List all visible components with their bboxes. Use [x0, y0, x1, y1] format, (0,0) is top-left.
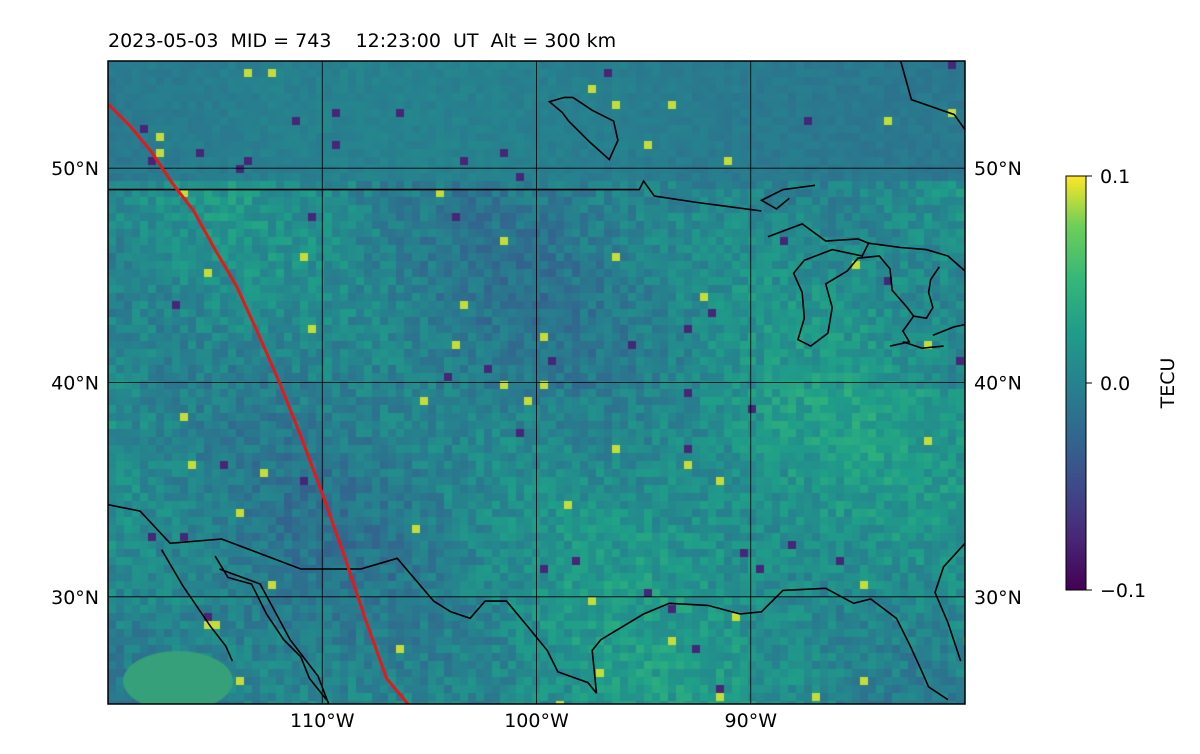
coastline [108, 179, 762, 212]
y-tick-label-left: 40°N [51, 373, 99, 395]
coastline [868, 242, 965, 272]
colorbar-tick-label: 0.0 [1100, 373, 1130, 395]
coastline [934, 542, 965, 662]
y-tick-label-right: 40°N [974, 373, 1022, 395]
coastline [214, 555, 328, 701]
title-time: 12:23:00 UT [355, 30, 479, 52]
coastline [108, 503, 598, 694]
coastline [899, 61, 965, 131]
coastlines [108, 61, 965, 704]
coastline [160, 549, 234, 662]
colorbar-tick-label: −0.1 [1100, 580, 1146, 602]
colorbar [1065, 175, 1087, 591]
coastline [889, 266, 940, 347]
coastline [547, 96, 619, 161]
x-tick-label: 110°W [290, 710, 355, 732]
coastline [902, 341, 944, 350]
coastline [591, 587, 949, 701]
y-tick-label-right: 30°N [974, 587, 1022, 609]
terminator-line [108, 102, 410, 704]
y-tick-label-right: 50°N [974, 158, 1022, 180]
coastline [767, 222, 915, 348]
axis-ticks: 110°W 100°W 90°W 30°N 30°N 40°N 40°N 50°N 50°N [51, 158, 1022, 732]
colorbar-tick-label: 0.1 [1100, 166, 1130, 188]
title-date: 2023-05-03 [108, 30, 219, 52]
x-tick-label: 90°W [725, 710, 778, 732]
coastline [219, 568, 330, 704]
colorbar-ticks: 0.1 0.0 −0.1 [1086, 166, 1146, 602]
y-tick-label-left: 50°N [51, 158, 99, 180]
terminator-polyline [108, 102, 410, 704]
y-tick-label-left: 30°N [51, 587, 99, 609]
x-tick-label: 100°W [504, 710, 569, 732]
map-frame [107, 60, 966, 705]
colorbar-label: TECU [1157, 357, 1179, 409]
chart-title: 2023-05-03 MID = 743 12:23:00 UT Alt = 3… [108, 30, 616, 52]
coastline [932, 323, 965, 337]
graticule [108, 61, 965, 704]
title-mid: MID = 743 [230, 30, 332, 52]
coastline [759, 184, 816, 210]
title-alt: Alt = 300 km [490, 30, 617, 52]
